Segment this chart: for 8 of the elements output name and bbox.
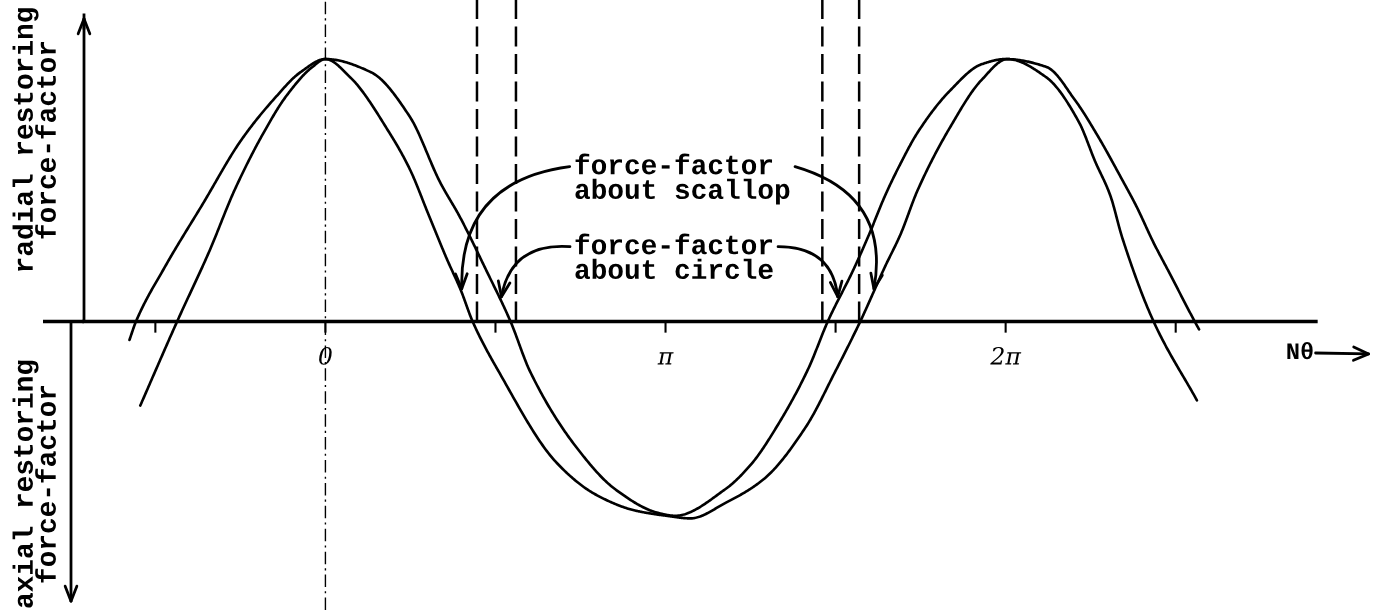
x-axis-title: Nθ (1287, 342, 1313, 360)
text: axial restoring force-factor (12, 360, 56, 608)
annotation: force-factor about circle (575, 233, 773, 280)
x-tick-label: 0 (319, 346, 332, 365)
annotation: force-factor about scallop (575, 153, 790, 205)
x-tick-label: 2π (990, 346, 1022, 365)
y-axis-title: radial restoring force-factor (12, 8, 56, 271)
x-tick-label: π (657, 352, 674, 365)
